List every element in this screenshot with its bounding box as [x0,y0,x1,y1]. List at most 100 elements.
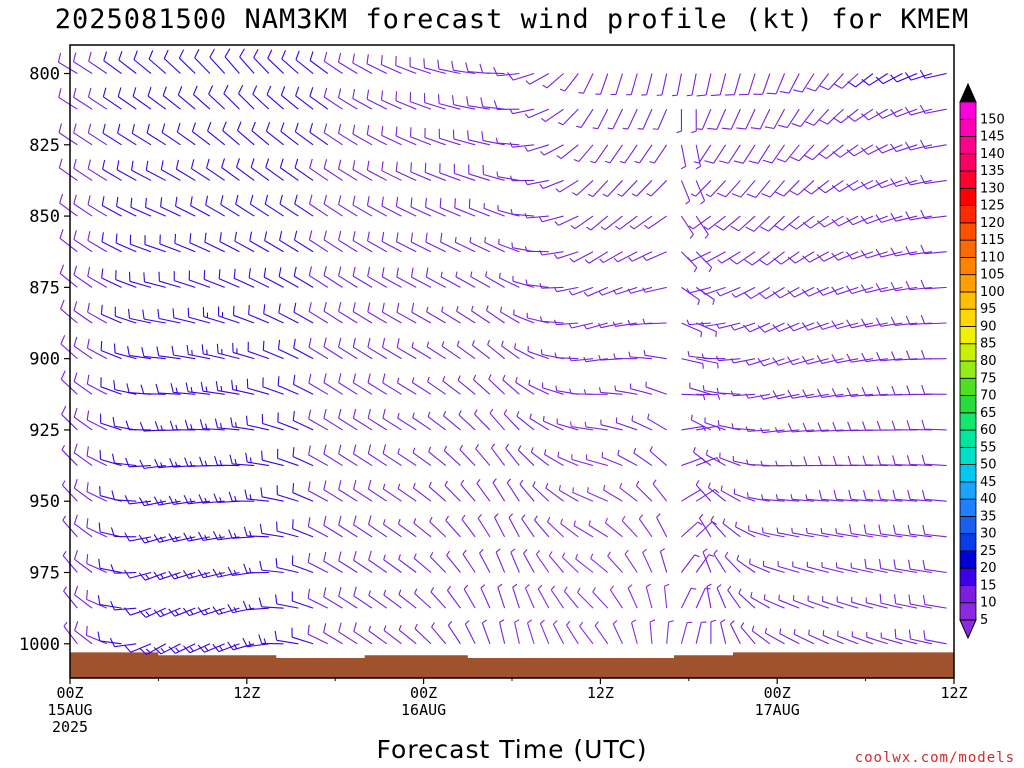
barb-half-flag [511,242,514,248]
wind-barb [216,343,240,360]
wind-barb [73,159,93,181]
barb-shaft [807,566,829,574]
barb-shaft [353,630,373,645]
barb-flag [787,289,795,298]
barb-shaft [821,498,844,502]
barb-shaft [924,251,947,255]
barb-half-flag [779,628,782,634]
wind-barb [513,309,535,324]
wind-barb [145,197,166,217]
wind-barb [645,583,653,609]
barb-flag [864,558,867,569]
barb-shaft [604,215,623,231]
barb-half-flag [627,288,632,294]
wind-barb [710,619,717,644]
wind-barb [922,595,947,609]
wind-barb [474,409,491,431]
barb-shaft [853,179,874,191]
barb-shaft [129,536,152,542]
barb-shaft [367,169,388,181]
barb-shaft [489,413,506,431]
wind-barb [850,562,874,574]
barb-shaft [102,205,122,217]
wind-barb [680,587,697,609]
barb-flag [353,551,357,561]
barb-flag [190,159,195,169]
barb-flag [73,123,77,133]
wind-barb [644,215,668,229]
barb-shaft [308,382,329,395]
wind-barb [494,513,506,538]
barb-flag [117,123,121,134]
wind-barb [200,381,225,395]
barb-flag [231,380,234,390]
wind-barb [704,144,727,164]
colorbar-swatch [959,153,977,172]
wind-barb [715,322,741,329]
barb-half-flag [249,530,252,537]
barb-flag [73,194,77,205]
wind-barb [686,286,712,294]
wind-barb [875,317,903,327]
wind-barb [905,246,932,256]
wind-barb [74,621,93,645]
barb-flag [258,634,263,644]
credit-label: coolwx.com/models [855,750,1015,766]
barb-flag [59,193,64,204]
barb-flag [87,267,91,277]
barb-shaft [638,518,653,538]
barb-flag [308,445,311,455]
barb-flag [168,608,176,617]
barb-shaft [615,390,638,395]
barb-flag [507,72,514,81]
barb-shaft [541,286,564,289]
y-tick-label: 875 [29,278,60,298]
wind-barb [528,379,550,395]
barb-flag [118,50,123,61]
barb-shaft [644,322,667,325]
barb-half-flag [474,409,478,415]
barb-half-flag [727,585,732,591]
barb-flag [183,570,190,579]
barb-shaft [895,498,918,502]
barb-flag [338,337,342,348]
wind-barb [127,346,152,360]
barb-shaft [484,241,505,253]
barb-half-flag [204,497,208,503]
barb-shaft [571,458,594,467]
barb-half-flag [61,480,66,486]
barb-flag [921,419,926,430]
wind-barb [525,73,550,85]
barb-shaft [412,417,432,431]
barb-flag [831,388,837,398]
barb-flag [233,268,236,279]
barb-flag [308,409,312,420]
barb-shaft [222,130,240,146]
barb-shaft [396,170,417,181]
barb-half-flag [219,423,223,429]
barb-flag [847,421,852,431]
barb-flag [98,558,101,569]
wind-barb [832,108,859,124]
barb-shaft [99,567,122,574]
barb-shaft [806,498,829,502]
barb-shaft [730,623,741,645]
barb-shaft [924,639,947,645]
wind-barb [446,550,461,573]
wind-barb [441,306,461,324]
wind-barb [133,50,152,74]
barb-half-flag [597,322,602,328]
wind-barb [443,445,461,466]
barb-half-flag [63,621,68,627]
wind-barb [588,520,609,538]
wind-barb [381,125,402,146]
barb-flag [352,195,356,206]
barb-shaft [440,241,461,253]
barb-half-flag [413,518,417,524]
wind-barb [695,554,715,573]
barb-shaft [338,97,358,110]
barb-flag [366,125,370,135]
barb-shaft [763,393,785,400]
wind-barb [790,144,815,162]
barb-half-flag [548,551,553,557]
